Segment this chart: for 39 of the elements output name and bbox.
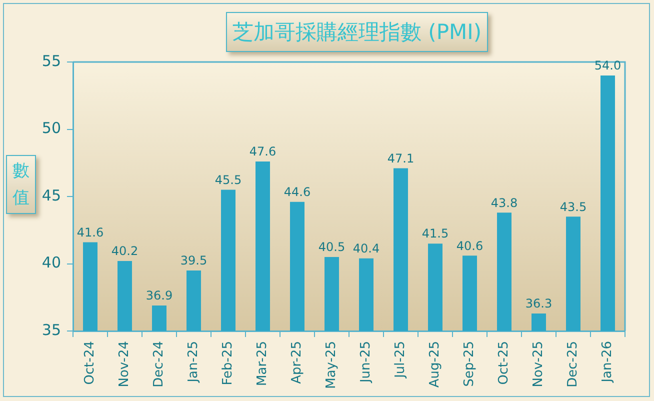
data-label: 45.5 xyxy=(214,172,242,187)
y-axis-title: 數值 xyxy=(12,160,30,210)
chart-title: 芝加哥採購經理指數 (PMI) xyxy=(226,12,488,52)
x-tick-label: Apr-25 xyxy=(290,341,305,384)
x-tick-label: Oct-24 xyxy=(82,341,98,385)
data-label: 36.9 xyxy=(146,288,173,303)
x-tick-label: Jul-25 xyxy=(393,341,408,379)
data-label: 43.8 xyxy=(490,196,518,210)
y-tick-label: 35 xyxy=(42,320,61,339)
data-label: 41.6 xyxy=(76,225,104,240)
data-label: 40.4 xyxy=(352,241,380,256)
data-label: 44.6 xyxy=(284,185,311,200)
x-tick-label: Mar-25 xyxy=(255,341,270,386)
data-label: 43.5 xyxy=(560,200,587,214)
data-label: 41.5 xyxy=(422,226,449,241)
x-tick-label: Jan-26 xyxy=(600,341,616,384)
data-label: 40.5 xyxy=(318,240,346,254)
y-tick-label: 55 xyxy=(42,52,61,70)
x-tick-label: Dec-24 xyxy=(152,341,167,388)
data-label: 54.0 xyxy=(594,58,622,73)
x-tick-label: Aug-25 xyxy=(428,341,443,388)
x-tick-label: Sep-25 xyxy=(462,341,478,387)
data-label: 40.6 xyxy=(456,238,484,253)
x-tick-label: Oct-25 xyxy=(496,341,512,385)
data-label: 40.2 xyxy=(111,244,138,258)
x-tick-label: Nov-25 xyxy=(531,341,546,388)
data-label: 47.6 xyxy=(249,144,276,159)
x-tick-label: Dec-25 xyxy=(566,341,581,388)
data-label: 36.3 xyxy=(525,296,552,311)
x-tick-label: May-25 xyxy=(324,341,340,389)
x-tick-label: Jan-25 xyxy=(186,341,202,384)
y-tick-label: 50 xyxy=(42,119,61,138)
y-tick-label: 40 xyxy=(42,254,61,272)
data-label: 39.5 xyxy=(180,254,208,268)
x-tick-label: Jun-25 xyxy=(358,341,374,384)
x-tick-label: Feb-25 xyxy=(220,341,236,386)
y-tick-label: 45 xyxy=(42,186,61,204)
data-label: 47.1 xyxy=(387,151,414,166)
x-tick-label: Nov-24 xyxy=(117,341,132,388)
